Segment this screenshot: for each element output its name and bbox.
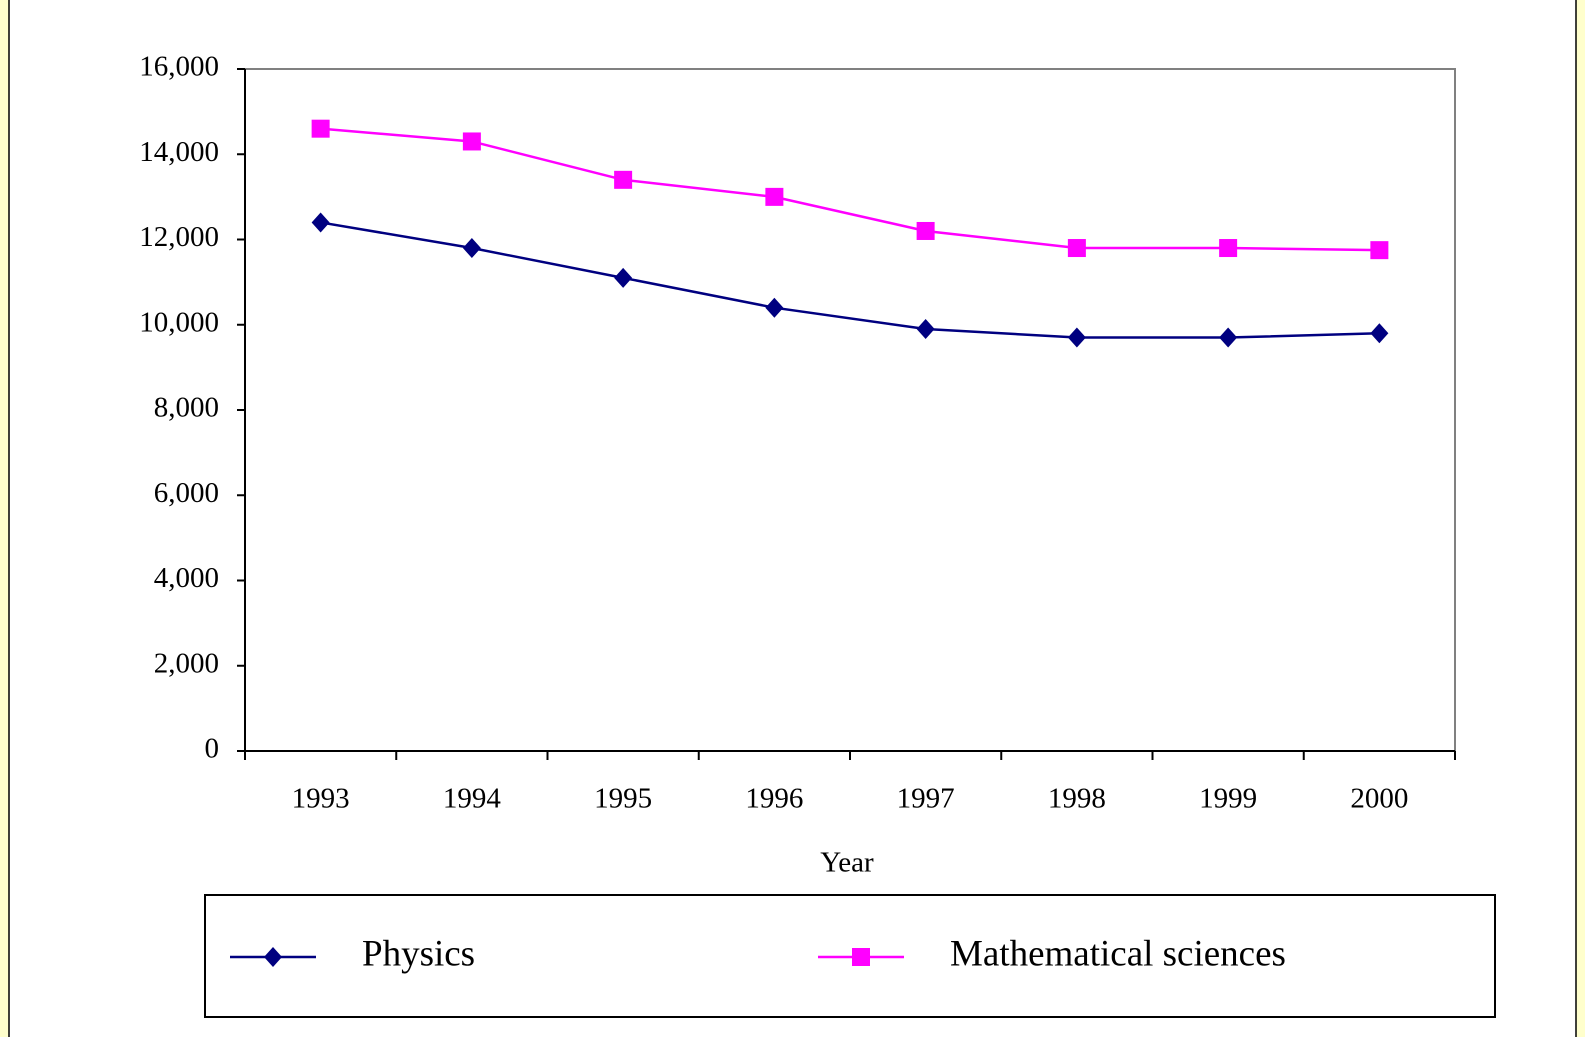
- series-line: [320, 127, 1380, 252]
- data-point: [765, 187, 784, 206]
- data-point: [462, 132, 481, 151]
- data-point: [1067, 327, 1086, 348]
- y-tick-label: 8,000: [154, 392, 219, 424]
- data-point: [765, 297, 784, 318]
- data-point: [1219, 327, 1238, 348]
- data-point: [916, 221, 935, 240]
- y-tick-label: 12,000: [139, 221, 219, 253]
- legend-marker: [852, 948, 870, 966]
- y-tick-label: 16,000: [139, 51, 219, 83]
- y-tick-label: 0: [205, 733, 220, 765]
- x-tick-label: 1994: [443, 783, 502, 815]
- data-point: [1370, 323, 1389, 344]
- data-point: [1370, 241, 1389, 260]
- chart-frame: [8, 0, 1577, 1037]
- data-point: [311, 119, 330, 138]
- data-point: [614, 170, 633, 189]
- x-tick-label: 2000: [1350, 783, 1408, 815]
- data-point: [1219, 239, 1238, 258]
- legend: [204, 894, 1496, 1018]
- data-point: [311, 212, 330, 233]
- data-point: [1067, 239, 1086, 258]
- data-point: [462, 238, 481, 259]
- y-tick-label: 10,000: [139, 306, 219, 338]
- x-tick-label: 1999: [1199, 783, 1257, 815]
- x-tick-label: 1998: [1048, 783, 1106, 815]
- series-line: [320, 221, 1380, 339]
- x-tick-label: 1996: [745, 783, 803, 815]
- y-tick-label: 4,000: [154, 562, 219, 594]
- legend-label: Physics: [362, 933, 475, 974]
- x-tick-label: 1993: [292, 783, 350, 815]
- legend-label: Mathematical sciences: [950, 933, 1286, 974]
- data-point: [916, 319, 935, 340]
- legend-marker: [264, 947, 282, 967]
- x-axis-label: Year: [820, 847, 874, 879]
- data-point: [614, 267, 633, 288]
- x-tick-label: 1995: [594, 783, 652, 815]
- y-tick-label: 6,000: [154, 477, 219, 509]
- x-tick-label: 1997: [897, 783, 955, 815]
- y-tick-label: 14,000: [139, 136, 219, 168]
- y-tick-label: 2,000: [154, 647, 219, 679]
